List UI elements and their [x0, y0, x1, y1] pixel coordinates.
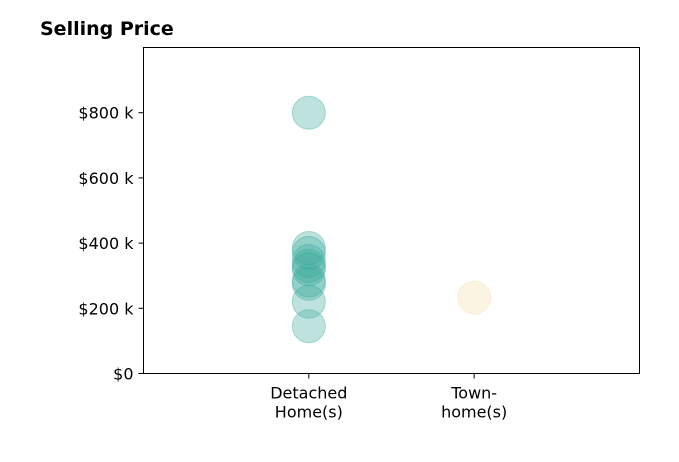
- x-axis: Detached Home(s) Town-home(s): [270, 373, 507, 422]
- data-point: [291, 284, 326, 319]
- y-axis: $0 $200 k $400 k $600 k $800 k: [78, 104, 144, 384]
- data-point: [291, 309, 326, 344]
- y-tick-label: $0: [113, 365, 133, 384]
- data-point: [291, 95, 326, 130]
- data-point: [291, 244, 326, 279]
- x-tick-label-line: Detached: [270, 384, 347, 403]
- y-tick-label: $800 k: [78, 104, 134, 123]
- data-point: [291, 252, 326, 287]
- y-tick-label: $600 k: [78, 169, 134, 188]
- x-tick-label-line: home(s): [441, 403, 507, 422]
- x-tick-label-line: Town-: [450, 384, 497, 403]
- chart-title: Selling Price: [40, 18, 174, 40]
- x-tick-label-line: Home(s): [275, 403, 343, 422]
- plot-area-frame: [143, 47, 640, 374]
- x-tick-label: Town-home(s): [441, 384, 507, 422]
- data-points: [291, 95, 492, 344]
- x-tick-label: Detached Home(s): [270, 384, 347, 422]
- data-point: [291, 230, 326, 265]
- data-point: [291, 248, 326, 283]
- y-tick-label: $200 k: [78, 299, 134, 318]
- data-point: [291, 263, 326, 298]
- data-point: [291, 235, 326, 270]
- data-point: [291, 266, 326, 301]
- y-tick-label: $400 k: [78, 234, 134, 253]
- data-point: [457, 280, 492, 315]
